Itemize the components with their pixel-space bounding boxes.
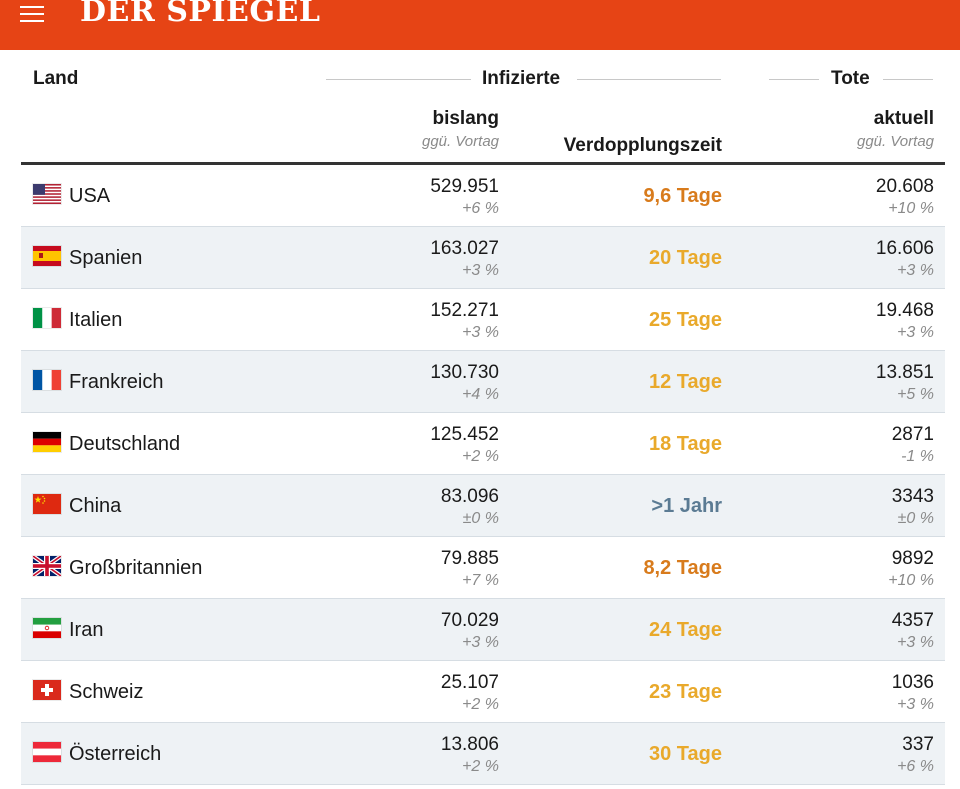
infected-change: +4 % bbox=[462, 386, 499, 403]
deaths-total: 13.851 bbox=[875, 362, 934, 383]
infected-total: 125.452 bbox=[430, 424, 499, 445]
infected-change: ±0 % bbox=[462, 510, 499, 527]
table-header-groups: Land Infizierte Tote bbox=[21, 50, 945, 96]
deaths-total: 4357 bbox=[891, 610, 934, 631]
deaths-total: 1036 bbox=[891, 672, 934, 693]
table-row: Deutschland 125.452 +2 % 18 Tage 2871 -1 % bbox=[21, 413, 945, 475]
table-header-columns: bislang ggü. Vortag Verdopplungszeit akt… bbox=[21, 96, 945, 165]
infected-total: 13.806 bbox=[440, 734, 499, 755]
deaths-change: +10 % bbox=[888, 572, 934, 589]
china-flag-icon bbox=[33, 494, 61, 514]
doubling-time: 25 Tage bbox=[649, 309, 722, 331]
table-row: Frankreich 130.730 +4 % 12 Tage 13.851 +5 % bbox=[21, 351, 945, 413]
deaths-total: 20.608 bbox=[875, 176, 934, 197]
country-name: Österreich bbox=[69, 743, 162, 765]
iran-flag-icon bbox=[33, 618, 61, 638]
austria-flag-icon bbox=[33, 742, 61, 762]
country-name: Frankreich bbox=[69, 371, 164, 393]
country-name: Iran bbox=[69, 619, 104, 641]
table-row: Iran 70.029 +3 % 24 Tage 4357 +3 % bbox=[21, 599, 945, 661]
deaths-change: ±0 % bbox=[897, 510, 934, 527]
infected-change: +2 % bbox=[462, 448, 499, 465]
us-flag-icon bbox=[33, 184, 61, 204]
germany-flag-icon bbox=[33, 432, 61, 452]
column-header-land[interactable]: Land bbox=[33, 68, 79, 89]
table-row: USA 529.951 +6 % 9,6 Tage 20.608 +10 % bbox=[21, 165, 945, 227]
deaths-change: +3 % bbox=[897, 262, 934, 279]
table-row: Spanien 163.027 +3 % 20 Tage 16.606 +3 % bbox=[21, 227, 945, 289]
doubling-time: 12 Tage bbox=[649, 371, 722, 393]
header-divider bbox=[883, 79, 933, 80]
italy-flag-icon bbox=[33, 308, 61, 328]
doubling-time: 20 Tage bbox=[649, 247, 722, 269]
infected-total: 25.107 bbox=[440, 672, 499, 693]
doubling-time: >1 Jahr bbox=[651, 495, 722, 517]
switzerland-flag-icon bbox=[33, 680, 61, 700]
column-header-bislang[interactable]: bislang bbox=[432, 108, 499, 129]
infected-change: +2 % bbox=[462, 758, 499, 775]
country-name: Italien bbox=[69, 309, 123, 331]
doubling-time: 8,2 Tage bbox=[643, 557, 722, 579]
infected-change: +2 % bbox=[462, 696, 499, 713]
deaths-total: 9892 bbox=[891, 548, 934, 569]
country-name: Schweiz bbox=[69, 681, 144, 703]
infected-total: 70.029 bbox=[440, 610, 499, 631]
deaths-change: -1 % bbox=[901, 448, 934, 465]
france-flag-icon bbox=[33, 370, 61, 390]
country-name: China bbox=[69, 495, 122, 517]
header-divider bbox=[769, 79, 819, 80]
deaths-total: 16.606 bbox=[875, 238, 934, 259]
deaths-change: +3 % bbox=[897, 634, 934, 651]
deaths-change: +5 % bbox=[897, 386, 934, 403]
deaths-change: +6 % bbox=[897, 758, 934, 775]
table-row: Italien 152.271 +3 % 25 Tage 19.468 +3 % bbox=[21, 289, 945, 351]
deaths-change: +3 % bbox=[897, 324, 934, 341]
column-header-aktuell[interactable]: aktuell bbox=[873, 108, 934, 129]
infected-total: 130.730 bbox=[430, 362, 499, 383]
country-name: Spanien bbox=[69, 247, 143, 269]
deaths-total: 19.468 bbox=[875, 300, 934, 321]
uk-flag-icon bbox=[33, 556, 61, 576]
infected-total: 529.951 bbox=[430, 176, 499, 197]
infected-total: 152.271 bbox=[430, 300, 499, 321]
infected-change: +3 % bbox=[462, 634, 499, 651]
top-bar: DER SPIEGEL bbox=[0, 0, 960, 50]
column-header-verdopplungszeit[interactable]: Verdopplungszeit bbox=[563, 135, 722, 156]
doubling-time: 24 Tage bbox=[649, 619, 722, 641]
doubling-time: 23 Tage bbox=[649, 681, 722, 703]
table-row: Großbritannien 79.885 +7 % 8,2 Tage 9892 +10 … bbox=[21, 537, 945, 599]
doubling-time: 9,6 Tage bbox=[643, 185, 722, 207]
column-group-tote: Tote bbox=[831, 68, 870, 89]
doubling-time: 30 Tage bbox=[649, 743, 722, 765]
country-name: Deutschland bbox=[69, 433, 181, 455]
header-divider bbox=[577, 79, 721, 80]
column-subheader-aktuell: ggü. Vortag bbox=[857, 133, 934, 150]
table-row: Schweiz 25.107 +2 % 23 Tage 1036 +3 % bbox=[21, 661, 945, 723]
column-group-infizierte: Infizierte bbox=[482, 68, 561, 89]
site-logo[interactable]: DER SPIEGEL bbox=[80, 0, 321, 29]
infected-total: 83.096 bbox=[440, 486, 499, 507]
country-name: Großbritannien bbox=[69, 557, 203, 579]
deaths-total: 337 bbox=[902, 734, 934, 755]
infected-change: +3 % bbox=[462, 262, 499, 279]
country-name: USA bbox=[69, 185, 111, 207]
table-body: USA 529.951 +6 % 9,6 Tage 20.608 +10 % Spanien… bbox=[21, 165, 945, 785]
deaths-change: +3 % bbox=[897, 696, 934, 713]
table-row: China 83.096 ±0 % >1 Jahr 3343 ±0 % bbox=[21, 475, 945, 537]
infected-change: +3 % bbox=[462, 324, 499, 341]
corona-table: Land Infizierte Tote bislang ggü. Vortag… bbox=[21, 50, 945, 785]
deaths-change: +10 % bbox=[888, 200, 934, 217]
hamburger-menu-icon[interactable] bbox=[20, 4, 46, 26]
infected-total: 79.885 bbox=[440, 548, 499, 569]
table-row: Österreich 13.806 +2 % 30 Tage 337 +6 % bbox=[21, 723, 945, 785]
infected-change: +6 % bbox=[462, 200, 499, 217]
infected-total: 163.027 bbox=[430, 238, 499, 259]
infected-change: +7 % bbox=[462, 572, 499, 589]
header-divider bbox=[326, 79, 471, 80]
deaths-total: 2871 bbox=[891, 424, 934, 445]
spain-flag-icon bbox=[33, 246, 61, 266]
deaths-total: 3343 bbox=[891, 486, 934, 507]
column-subheader-bislang: ggü. Vortag bbox=[422, 133, 499, 150]
doubling-time: 18 Tage bbox=[649, 433, 722, 455]
